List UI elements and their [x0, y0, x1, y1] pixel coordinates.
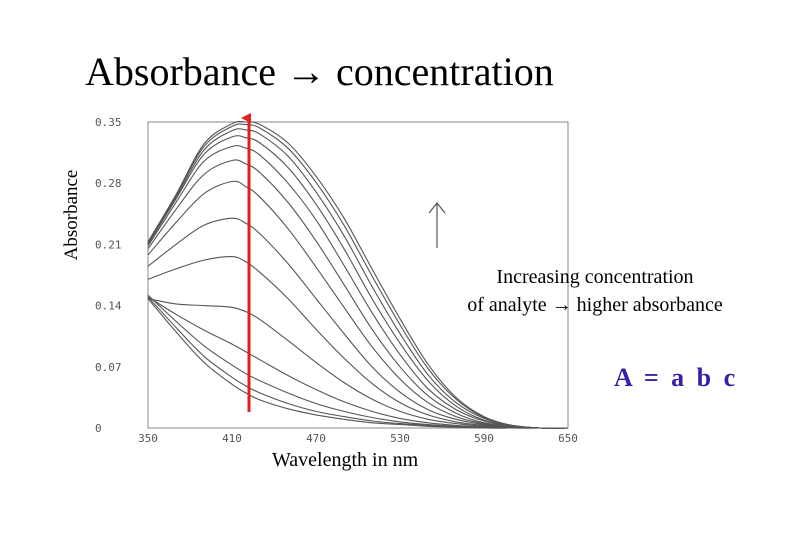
beer-lambert-formula: A = a b c: [614, 363, 739, 392]
spectrum-curve-s2: [147, 296, 568, 429]
annotation-line-2: of analyte → higher absorbance: [467, 294, 723, 316]
x-tick-label: 650: [558, 432, 578, 445]
annotation-line-1: Increasing concentration: [496, 266, 694, 288]
plot-frame: [147, 121, 569, 429]
x-tick-label: 470: [306, 432, 326, 445]
x-tick-label: 530: [390, 432, 410, 445]
spectrum-curve-s9: [147, 159, 569, 429]
x-tick-label: 590: [474, 432, 494, 445]
spectrum-curve-s11: [147, 135, 569, 429]
y-tick-label: 0.07: [95, 361, 122, 374]
spectrum-curve-s5: [147, 298, 569, 429]
x-tick-label: 410: [222, 432, 242, 445]
spectrum-curve-s13: [147, 123, 569, 429]
y-tick-label: 0.14: [95, 300, 122, 313]
thin-up-arrow: [428, 202, 446, 248]
spectrum-curve-s10: [147, 145, 569, 429]
spectrum-curve-s12: [147, 128, 569, 429]
y-axis-label: Absorbance: [61, 169, 82, 261]
y-tick-label: 0.28: [95, 177, 122, 190]
y-tick-label: 0: [95, 422, 102, 435]
y-tick-label: 0.21: [95, 238, 122, 251]
slide-title: Absorbance → concentration: [85, 49, 554, 94]
x-tick-label: 350: [138, 432, 158, 445]
y-tick-label: 0.35: [95, 116, 122, 129]
spectrum-curve-s14: [147, 120, 569, 429]
spectrum-curve-s6: [147, 256, 569, 429]
annotation: Increasing concentration of analyte → hi…: [430, 263, 760, 319]
spectrum-curve-s4: [147, 296, 568, 429]
spectrum-curve-s8: [147, 180, 569, 429]
x-axis-label: Wavelength in nm: [272, 449, 419, 471]
